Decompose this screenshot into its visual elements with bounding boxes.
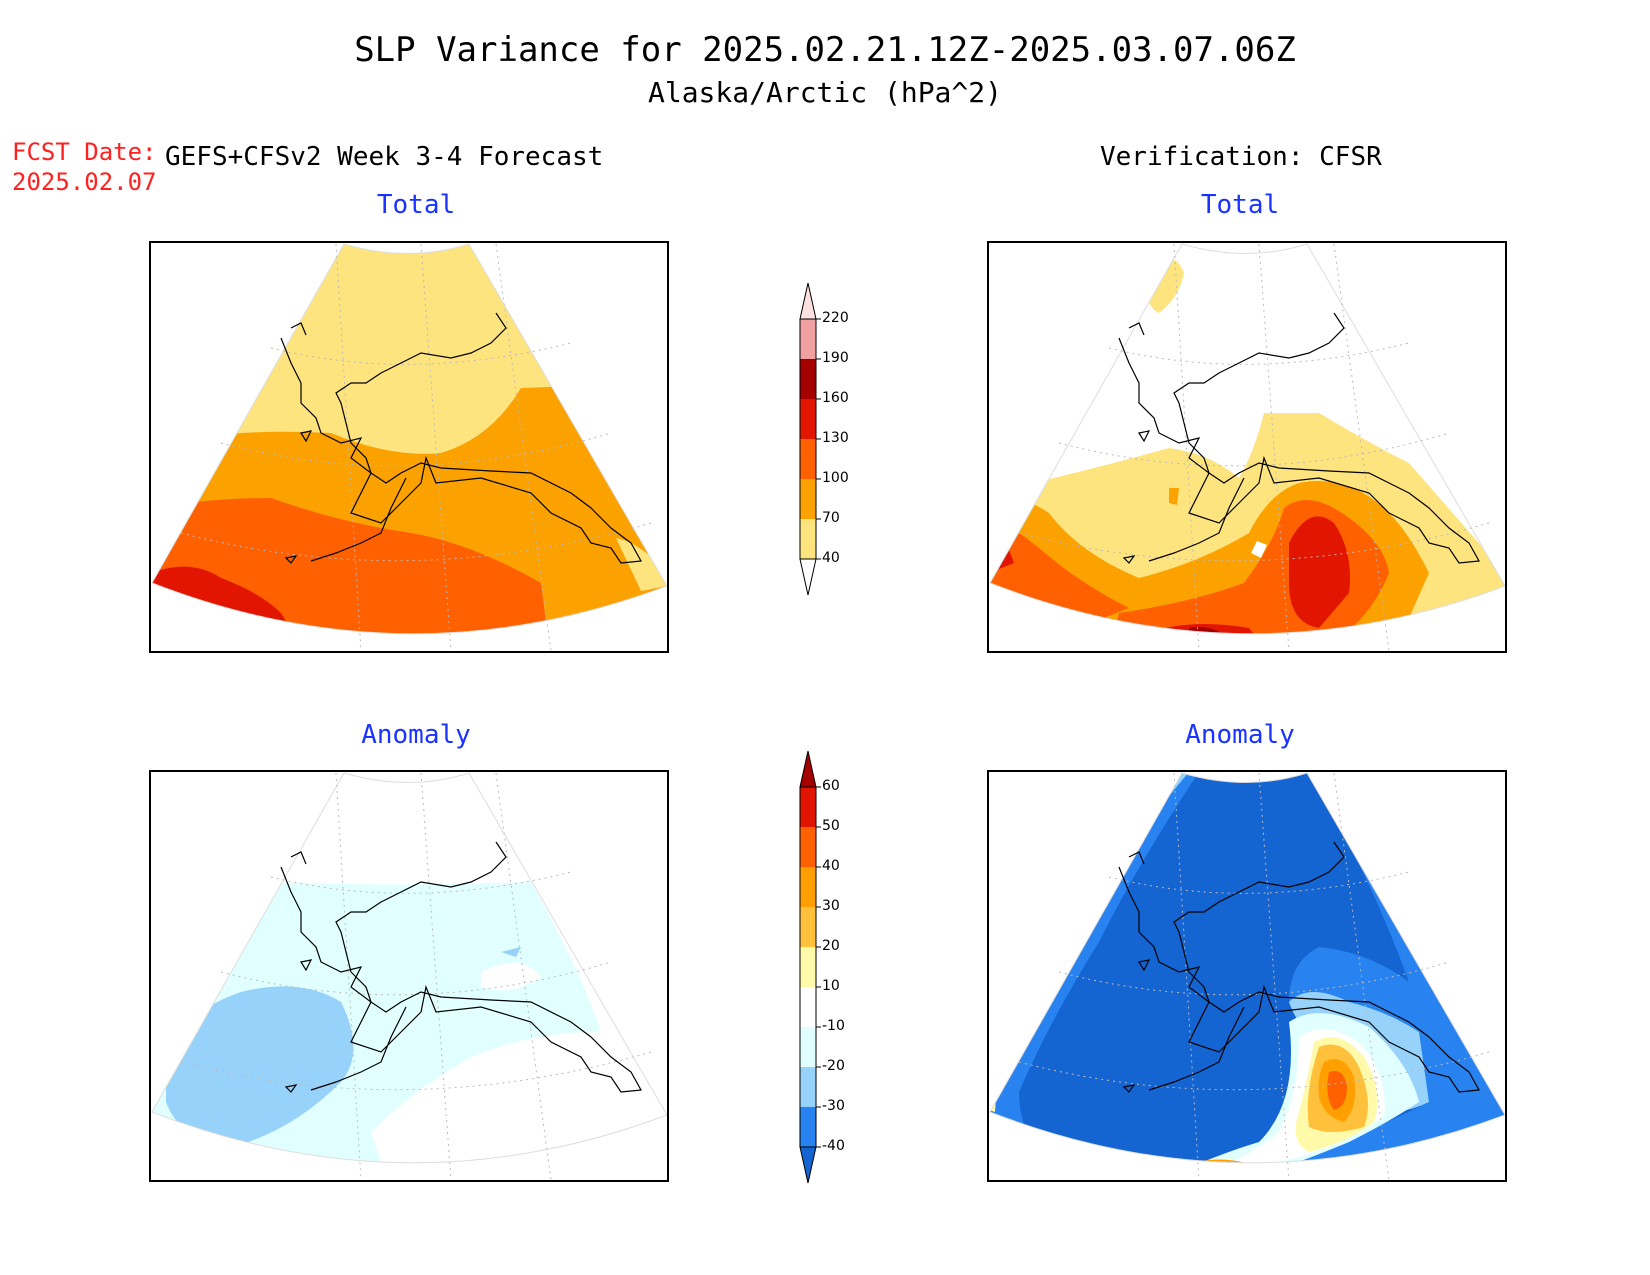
total-colorbar: 40 70 100 130 160 190 220 <box>794 282 874 612</box>
forecast-date-label: FCST Date: <box>12 138 157 166</box>
anomaly-colorbar-segment <box>800 867 816 907</box>
anomaly-colorbar-tick-label: 20 <box>822 938 840 954</box>
forecast-date-value: 2025.02.07 <box>12 168 157 196</box>
total-colorbar-low-end <box>799 558 817 596</box>
total-colorbar-tick-label: 40 <box>822 550 840 566</box>
anomaly-colorbar-high-end <box>799 750 817 788</box>
anomaly-colorbar: -40 -30 -20 -10 10 20 30 40 50 60 <box>794 750 874 1205</box>
total-colorbar-tick-label: 70 <box>822 510 840 526</box>
anomaly-colorbar-tick-label: 30 <box>822 898 840 914</box>
figure-title: SLP Variance for 2025.02.21.12Z-2025.03.… <box>354 30 1296 70</box>
anomaly-colorbar-segment <box>800 827 816 867</box>
anomaly-colorbar-segment <box>800 1027 816 1067</box>
forecast-anomaly-title: Anomaly <box>361 720 471 750</box>
anomaly-colorbar-low-end <box>799 1146 817 1184</box>
anomaly-colorbar-segment <box>800 987 816 1027</box>
total-colorbar-segment <box>800 439 816 479</box>
anomaly-colorbar-segment <box>800 947 816 987</box>
verification-total-map <box>987 241 1507 653</box>
anomaly-colorbar-tick-label: -40 <box>822 1138 845 1154</box>
anomaly-colorbar-segment <box>800 1107 816 1147</box>
forecast-column-heading: GEFS+CFSv2 Week 3-4 Forecast <box>165 142 604 172</box>
total-colorbar-tick-label: 160 <box>822 390 849 406</box>
anomaly-colorbar-segment <box>800 907 816 947</box>
total-colorbar-segment <box>800 399 816 439</box>
total-colorbar-segment <box>800 519 816 559</box>
total-colorbar-tick-label: 220 <box>822 310 849 326</box>
anomaly-colorbar-tick-label: 50 <box>822 818 840 834</box>
verification-total-title: Total <box>1200 190 1280 220</box>
anomaly-colorbar-segment <box>800 1067 816 1107</box>
anomaly-colorbar-tick-label: 40 <box>822 858 840 874</box>
figure-subtitle: Alaska/Arctic (hPa^2) <box>647 76 1002 109</box>
total-colorbar-tick-label: 190 <box>822 350 849 366</box>
total-colorbar-segment <box>800 359 816 399</box>
anomaly-colorbar-tick-label: -30 <box>822 1098 845 1114</box>
total-colorbar-tick-label: 100 <box>822 470 849 486</box>
anomaly-colorbar-tick-label: 60 <box>822 778 840 794</box>
forecast-total-title: Total <box>376 190 456 220</box>
verification-anomaly-map <box>987 770 1507 1182</box>
anomaly-colorbar-tick-label: -10 <box>822 1018 845 1034</box>
total-colorbar-segment <box>800 479 816 519</box>
anomaly-colorbar-tick-label: -20 <box>822 1058 845 1074</box>
forecast-total-map <box>149 241 669 653</box>
verification-column-heading: Verification: CFSR <box>1100 142 1382 172</box>
forecast-anomaly-map <box>149 770 669 1182</box>
total-colorbar-tick-label: 130 <box>822 430 849 446</box>
verification-anomaly-title: Anomaly <box>1185 720 1295 750</box>
anomaly-colorbar-segment <box>800 787 816 827</box>
total-colorbar-high-end <box>799 282 817 320</box>
anomaly-colorbar-tick-label: 10 <box>822 978 840 994</box>
total-colorbar-segment <box>800 319 816 359</box>
